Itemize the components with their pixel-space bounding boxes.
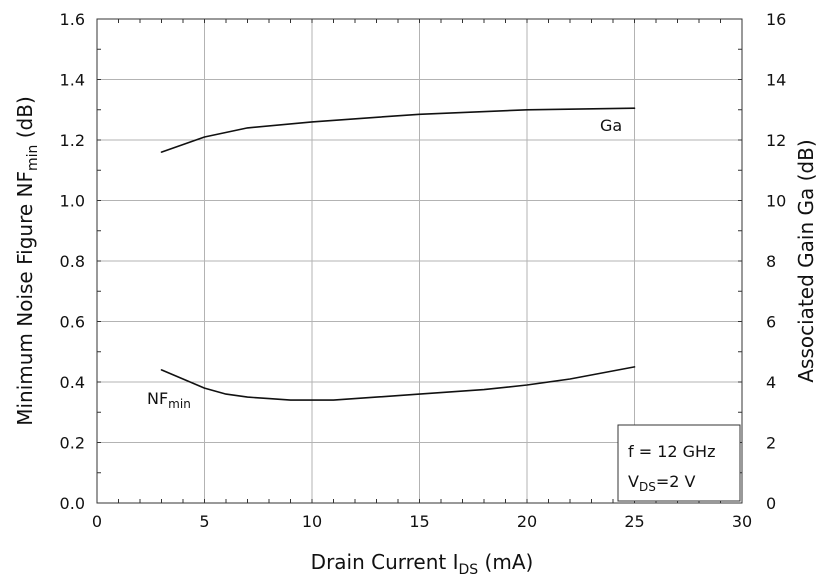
minor-ticks <box>97 19 742 503</box>
y-left-axis-title: Minimum Noise Figure NFmin (dB) <box>13 96 41 426</box>
x-tick-label: 5 <box>199 512 209 531</box>
plot-area-frame <box>96 18 743 504</box>
y-right-tick-label: 0 <box>766 494 776 513</box>
series <box>160 107 636 401</box>
x-tick-label: 15 <box>409 512 429 531</box>
y-right-tick-label: 4 <box>766 373 776 392</box>
x-axis-title: Drain Current IDS (mA) <box>311 550 534 578</box>
y-right-tick-label: 12 <box>766 131 786 150</box>
grid <box>97 19 742 503</box>
y-right-tick-label: 2 <box>766 434 776 453</box>
y-right-tick-label: 8 <box>766 252 776 271</box>
y-left-tick-label: 1.2 <box>60 131 85 150</box>
series-label-nfmin: NFmin <box>147 389 191 411</box>
frequency-annotation: f = 12 GHz <box>628 442 715 461</box>
series-line-ga <box>160 107 636 153</box>
y-right-tick-label: 16 <box>766 10 786 29</box>
y-right-tick-label: 10 <box>766 192 786 211</box>
x-tick-label: 0 <box>92 512 102 531</box>
series-line-nfmin <box>160 366 636 401</box>
y-left-tick-label: 1.4 <box>60 71 85 90</box>
x-tick-label: 10 <box>302 512 322 531</box>
vds-annotation: VDS=2 V <box>628 472 695 494</box>
y-left-tick-label: 1.6 <box>60 10 85 29</box>
x-tick-label: 30 <box>732 512 752 531</box>
y-left-tick-label: 0.2 <box>60 434 85 453</box>
y-left-tick-label: 0.8 <box>60 252 85 271</box>
y-left-tick-label: 0.6 <box>60 313 85 332</box>
x-tick-label: 20 <box>517 512 537 531</box>
y-right-tick-label: 6 <box>766 313 776 332</box>
tick-labels: 0 5 10 15 20 25 30 0.0 0.2 0.4 0.6 0.8 1.0 1.2 1.4 1.6 0… <box>60 10 787 531</box>
y-left-tick-label: 0.0 <box>60 494 85 513</box>
y-left-tick-label: 1.0 <box>60 192 85 211</box>
conditions-box <box>617 424 741 502</box>
x-tick-label: 25 <box>624 512 644 531</box>
y-right-axis-title: Associated Gain Ga (dB) <box>794 139 818 382</box>
series-label-ga: Ga <box>600 116 622 135</box>
y-right-tick-label: 14 <box>766 71 786 90</box>
y-left-tick-label: 0.4 <box>60 373 85 392</box>
